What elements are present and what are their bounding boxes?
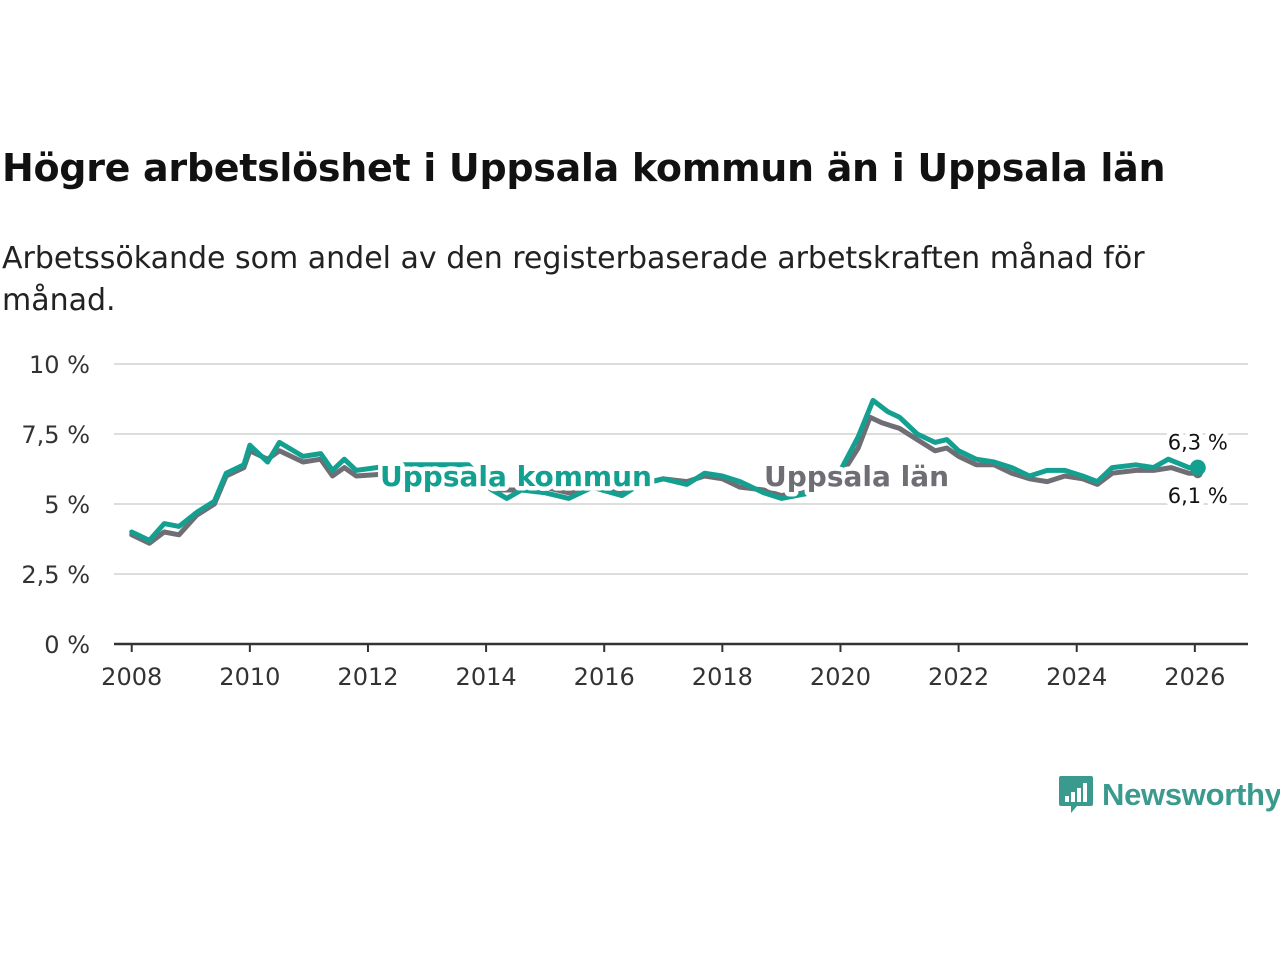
chart-title: Högre arbetslöshet i Uppsala kommun än i… xyxy=(2,146,1166,190)
x-tick-label: 2026 xyxy=(1164,663,1225,691)
series-labels: Uppsala kommun Uppsala län 6,3 % 6,1 % xyxy=(376,426,1233,513)
x-tick-label: 2012 xyxy=(337,663,398,691)
y-axis-ticks: 0 % 2,5 % 5 % 7,5 % 10 % xyxy=(21,351,90,659)
x-tick-label: 2014 xyxy=(456,663,517,691)
x-tick-label: 2008 xyxy=(101,663,162,691)
series-label-uppsala-lan: Uppsala län xyxy=(764,460,949,493)
series-line-uppsala-kommun xyxy=(129,397,1201,543)
x-tick-label: 2010 xyxy=(219,663,280,691)
x-tick-label: 2018 xyxy=(692,663,753,691)
chart-subtitle: Arbetssökande som andel av den registerb… xyxy=(2,241,1145,318)
x-tick-label: 2020 xyxy=(810,663,871,691)
series-end-dot xyxy=(1189,459,1206,476)
x-tick-label: 2016 xyxy=(574,663,635,691)
y-tick-label: 10 % xyxy=(29,351,90,379)
end-value-label-lan: 6,1 % xyxy=(1168,484,1228,508)
x-axis-ticks: 2008 2010 2012 2014 2016 2018 2020 2022 2024 2026 xyxy=(101,644,1225,691)
newsworthy-logo-icon xyxy=(1059,776,1093,813)
newsworthy-brand: Newsworthy xyxy=(1058,772,1280,818)
brand-name: Newsworthy xyxy=(1102,777,1280,812)
y-tick-label: 2,5 % xyxy=(21,561,90,589)
series-lines xyxy=(129,397,1206,546)
end-value-label-kommun: 6,3 % xyxy=(1168,431,1228,455)
y-tick-label: 7,5 % xyxy=(21,421,90,449)
gridlines xyxy=(114,363,1248,646)
x-tick-label: 2022 xyxy=(928,663,989,691)
y-tick-label: 5 % xyxy=(44,491,90,519)
x-tick-label: 2024 xyxy=(1046,663,1107,691)
y-tick-label: 0 % xyxy=(44,631,90,659)
series-label-uppsala-kommun: Uppsala kommun xyxy=(380,460,652,493)
